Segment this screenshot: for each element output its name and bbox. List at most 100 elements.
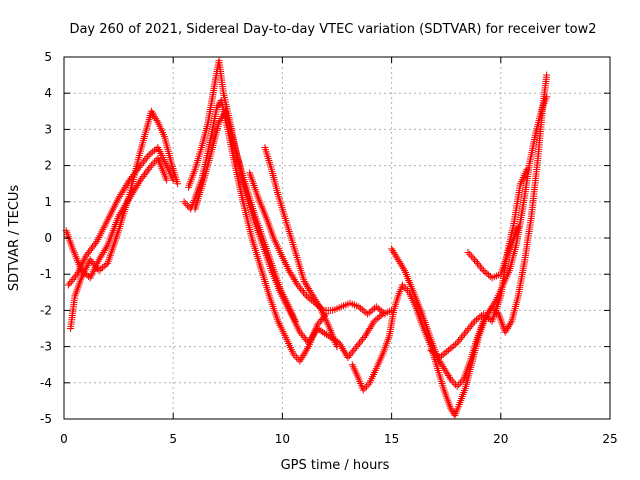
data-point [286,268,294,276]
data-point [429,348,437,356]
data-point [216,116,224,124]
data-point [306,295,314,303]
data-point [299,352,307,360]
data-point [174,180,182,188]
x-tick-label: 15 [384,432,399,446]
data-point [455,337,463,345]
data-point [448,343,456,351]
data-point [463,326,471,334]
data-point [146,163,154,171]
data-point [367,307,375,315]
data-point [217,115,225,123]
data-point [103,243,111,251]
data-point [138,160,146,168]
data-point [135,178,143,186]
data-point [360,307,368,315]
data-point [309,332,317,340]
data-point [304,283,312,291]
data-point [459,332,467,340]
data-point [315,319,323,327]
data-point [523,165,531,173]
x-tick-labels: 0 5 10 15 20 25 [60,432,617,446]
data-point [345,352,353,360]
data-point [446,345,454,353]
data-point [101,245,109,253]
data-point [361,332,369,340]
data-point [472,316,480,324]
data-point [381,310,389,318]
data-point [297,285,305,293]
data-point [100,262,108,270]
data-point [543,71,551,79]
data-point [148,109,156,117]
data-point [116,192,124,200]
data-point [130,171,138,179]
data-point [298,286,306,294]
data-point [115,212,123,220]
data-point [447,404,455,412]
data-point [365,309,373,317]
data-point [543,93,551,101]
data-point [369,319,377,327]
data-point [476,263,484,271]
data-point [445,373,453,381]
data-point [317,327,325,335]
data-point [400,265,408,273]
data-point [440,364,448,372]
data-point [357,337,365,345]
data-point [395,258,403,266]
data-point [354,341,362,349]
series-track-3 [62,154,171,282]
y-tick-label: -1 [40,267,52,281]
data-point [292,277,300,285]
data-point [302,346,310,354]
data-point [437,352,445,360]
data-point [307,288,315,296]
data-point [501,328,509,336]
data-point [142,154,150,162]
data-point [151,113,159,121]
data-point [489,301,497,309]
x-axis-label: GPS time / hours [281,458,390,473]
data-point [310,294,318,302]
data-point [399,281,407,289]
data-point [392,252,400,260]
data-point [474,259,482,267]
y-tick-label: -2 [40,303,52,317]
data-point [400,283,408,291]
y-tick-label: -3 [40,340,52,354]
data-point [393,254,401,262]
x-tick-label: 10 [275,432,290,446]
data-point [143,167,151,175]
data-point [391,250,399,258]
data-point [333,343,341,351]
data-point [131,185,139,193]
data-point [503,325,511,332]
data-point [132,167,140,175]
data-point [306,286,314,294]
data-point [135,163,143,171]
data-point [291,352,299,360]
data-point [430,349,438,357]
data-point [145,165,153,173]
data-point [468,321,476,329]
data-point [96,254,104,262]
data-point [149,160,157,168]
data-point [138,174,146,182]
data-point [306,337,314,345]
data-point [142,169,150,177]
data-point [218,113,226,121]
data-point [115,194,123,202]
data-point [357,304,365,312]
data-point [448,406,456,414]
data-point [145,151,153,159]
data-point [355,303,363,311]
data-point [86,256,94,264]
data-point [313,325,321,332]
data-point [311,328,319,336]
data-point [314,301,322,309]
data-point [438,361,446,369]
series-track-10 [388,93,551,390]
data-point [83,250,91,258]
